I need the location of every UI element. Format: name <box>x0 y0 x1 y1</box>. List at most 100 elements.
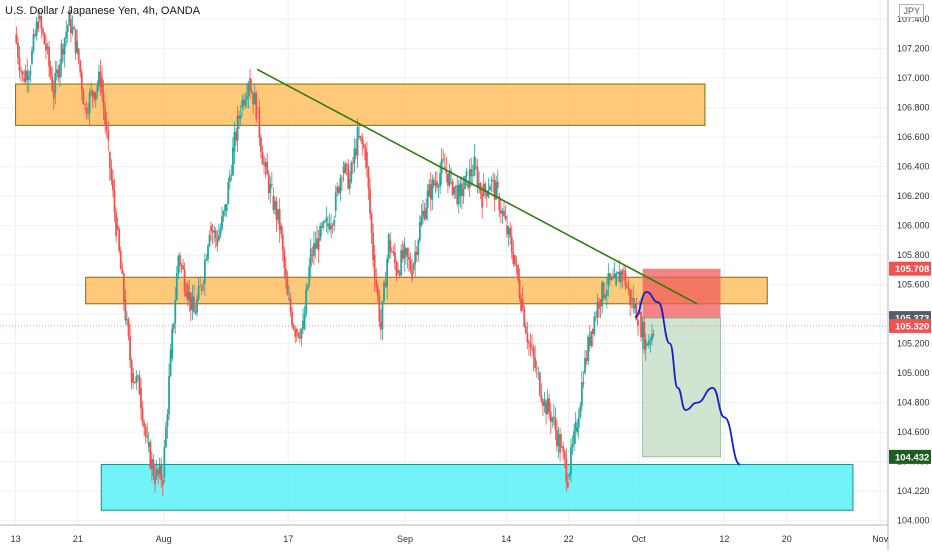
candle-body <box>29 70 32 76</box>
candle-body <box>428 184 431 197</box>
candle-body <box>448 172 451 186</box>
candle-body <box>325 217 328 222</box>
candle-body <box>336 186 339 193</box>
candle-body <box>495 181 498 200</box>
y-tick-label: 105.000 <box>897 368 930 378</box>
candle-body <box>295 328 298 333</box>
candle-body <box>183 269 186 291</box>
candle-body <box>473 156 476 176</box>
candle-body <box>434 183 437 186</box>
candle-body <box>108 151 111 169</box>
candle-body <box>398 272 401 276</box>
candle-body <box>38 16 41 20</box>
candle-body <box>637 320 639 326</box>
candle-body <box>144 426 147 436</box>
candle-body <box>390 251 393 253</box>
candle-body <box>380 321 382 330</box>
candle-body <box>230 175 233 176</box>
candle-body <box>140 387 142 409</box>
candle-body <box>146 435 149 438</box>
candle-body <box>320 226 323 228</box>
candle-body <box>41 28 44 34</box>
candle-body <box>73 27 75 30</box>
candle-body <box>425 207 427 220</box>
candle-body <box>409 259 412 271</box>
candle-body <box>591 328 594 334</box>
y-tick-label: 107.400 <box>897 14 930 24</box>
candle-body <box>160 465 163 481</box>
candle-body <box>127 319 130 336</box>
price-axis[interactable]: 104.000104.220104.400104.600104.800105.0… <box>887 0 931 550</box>
candle-body <box>531 347 533 349</box>
candle-body <box>314 243 317 249</box>
candle-body <box>87 113 89 115</box>
candle-body <box>607 273 610 285</box>
candle-body <box>79 60 82 73</box>
candle-body <box>249 78 251 91</box>
candle-body <box>492 179 494 181</box>
candle-body <box>200 286 203 291</box>
candle-body <box>236 115 239 141</box>
candle-body <box>359 135 362 138</box>
candle-body <box>605 289 608 296</box>
candle-body <box>323 221 326 223</box>
candle-body <box>71 27 74 34</box>
candle-body <box>356 126 359 156</box>
x-tick-label: 13 <box>11 534 21 544</box>
candle-body <box>644 339 647 350</box>
candle-body <box>450 170 452 173</box>
candle-body <box>300 328 303 339</box>
candle-body <box>166 414 169 427</box>
candle-body <box>490 180 493 182</box>
candle-body <box>417 240 420 255</box>
candle-body <box>484 183 487 192</box>
candle-body <box>640 311 642 338</box>
time-axis[interactable]: 13 21 Aug 17 Sep 14 22 Oct 12 20 Nov <box>0 524 889 544</box>
candle-body <box>387 234 390 259</box>
candle-body <box>130 360 133 383</box>
candle-body <box>286 278 289 295</box>
candle-body <box>280 225 283 235</box>
candle-body <box>225 204 228 211</box>
candle-body <box>85 107 88 114</box>
candles <box>15 6 655 497</box>
y-tick-label: 106.800 <box>897 103 930 113</box>
candle-body <box>107 130 110 141</box>
candle-body <box>635 303 638 321</box>
candle-body <box>501 210 504 214</box>
candle-body <box>520 298 523 311</box>
candle-body <box>515 264 518 266</box>
candle-body <box>69 19 72 34</box>
currency-button[interactable]: JPY <box>899 4 924 18</box>
candle-body <box>246 95 248 100</box>
candle-body <box>395 262 398 277</box>
candle-body <box>375 279 378 287</box>
candle-body <box>180 265 183 267</box>
candle-body <box>507 227 510 235</box>
candle-body <box>604 295 607 298</box>
candle-body <box>412 264 415 270</box>
candle-body <box>510 237 513 253</box>
x-tick-label: Oct <box>632 534 647 544</box>
candle-body <box>124 299 127 321</box>
candle-body <box>560 446 563 448</box>
projection-path <box>634 291 741 466</box>
candle-body <box>91 90 94 97</box>
candle-body <box>610 277 613 281</box>
candle-body <box>193 296 195 313</box>
candle-body <box>48 46 50 67</box>
candle-body <box>394 251 396 263</box>
candle-body <box>277 209 279 220</box>
candle-body <box>155 469 158 477</box>
candle-body <box>202 283 205 285</box>
candle-body <box>313 243 315 256</box>
candle-body <box>281 234 284 251</box>
candle-body <box>66 25 69 33</box>
candle-body <box>94 91 97 100</box>
candle-body <box>82 90 85 105</box>
candle-body <box>133 381 136 384</box>
candle-body <box>213 230 216 233</box>
candle-body <box>552 416 555 418</box>
